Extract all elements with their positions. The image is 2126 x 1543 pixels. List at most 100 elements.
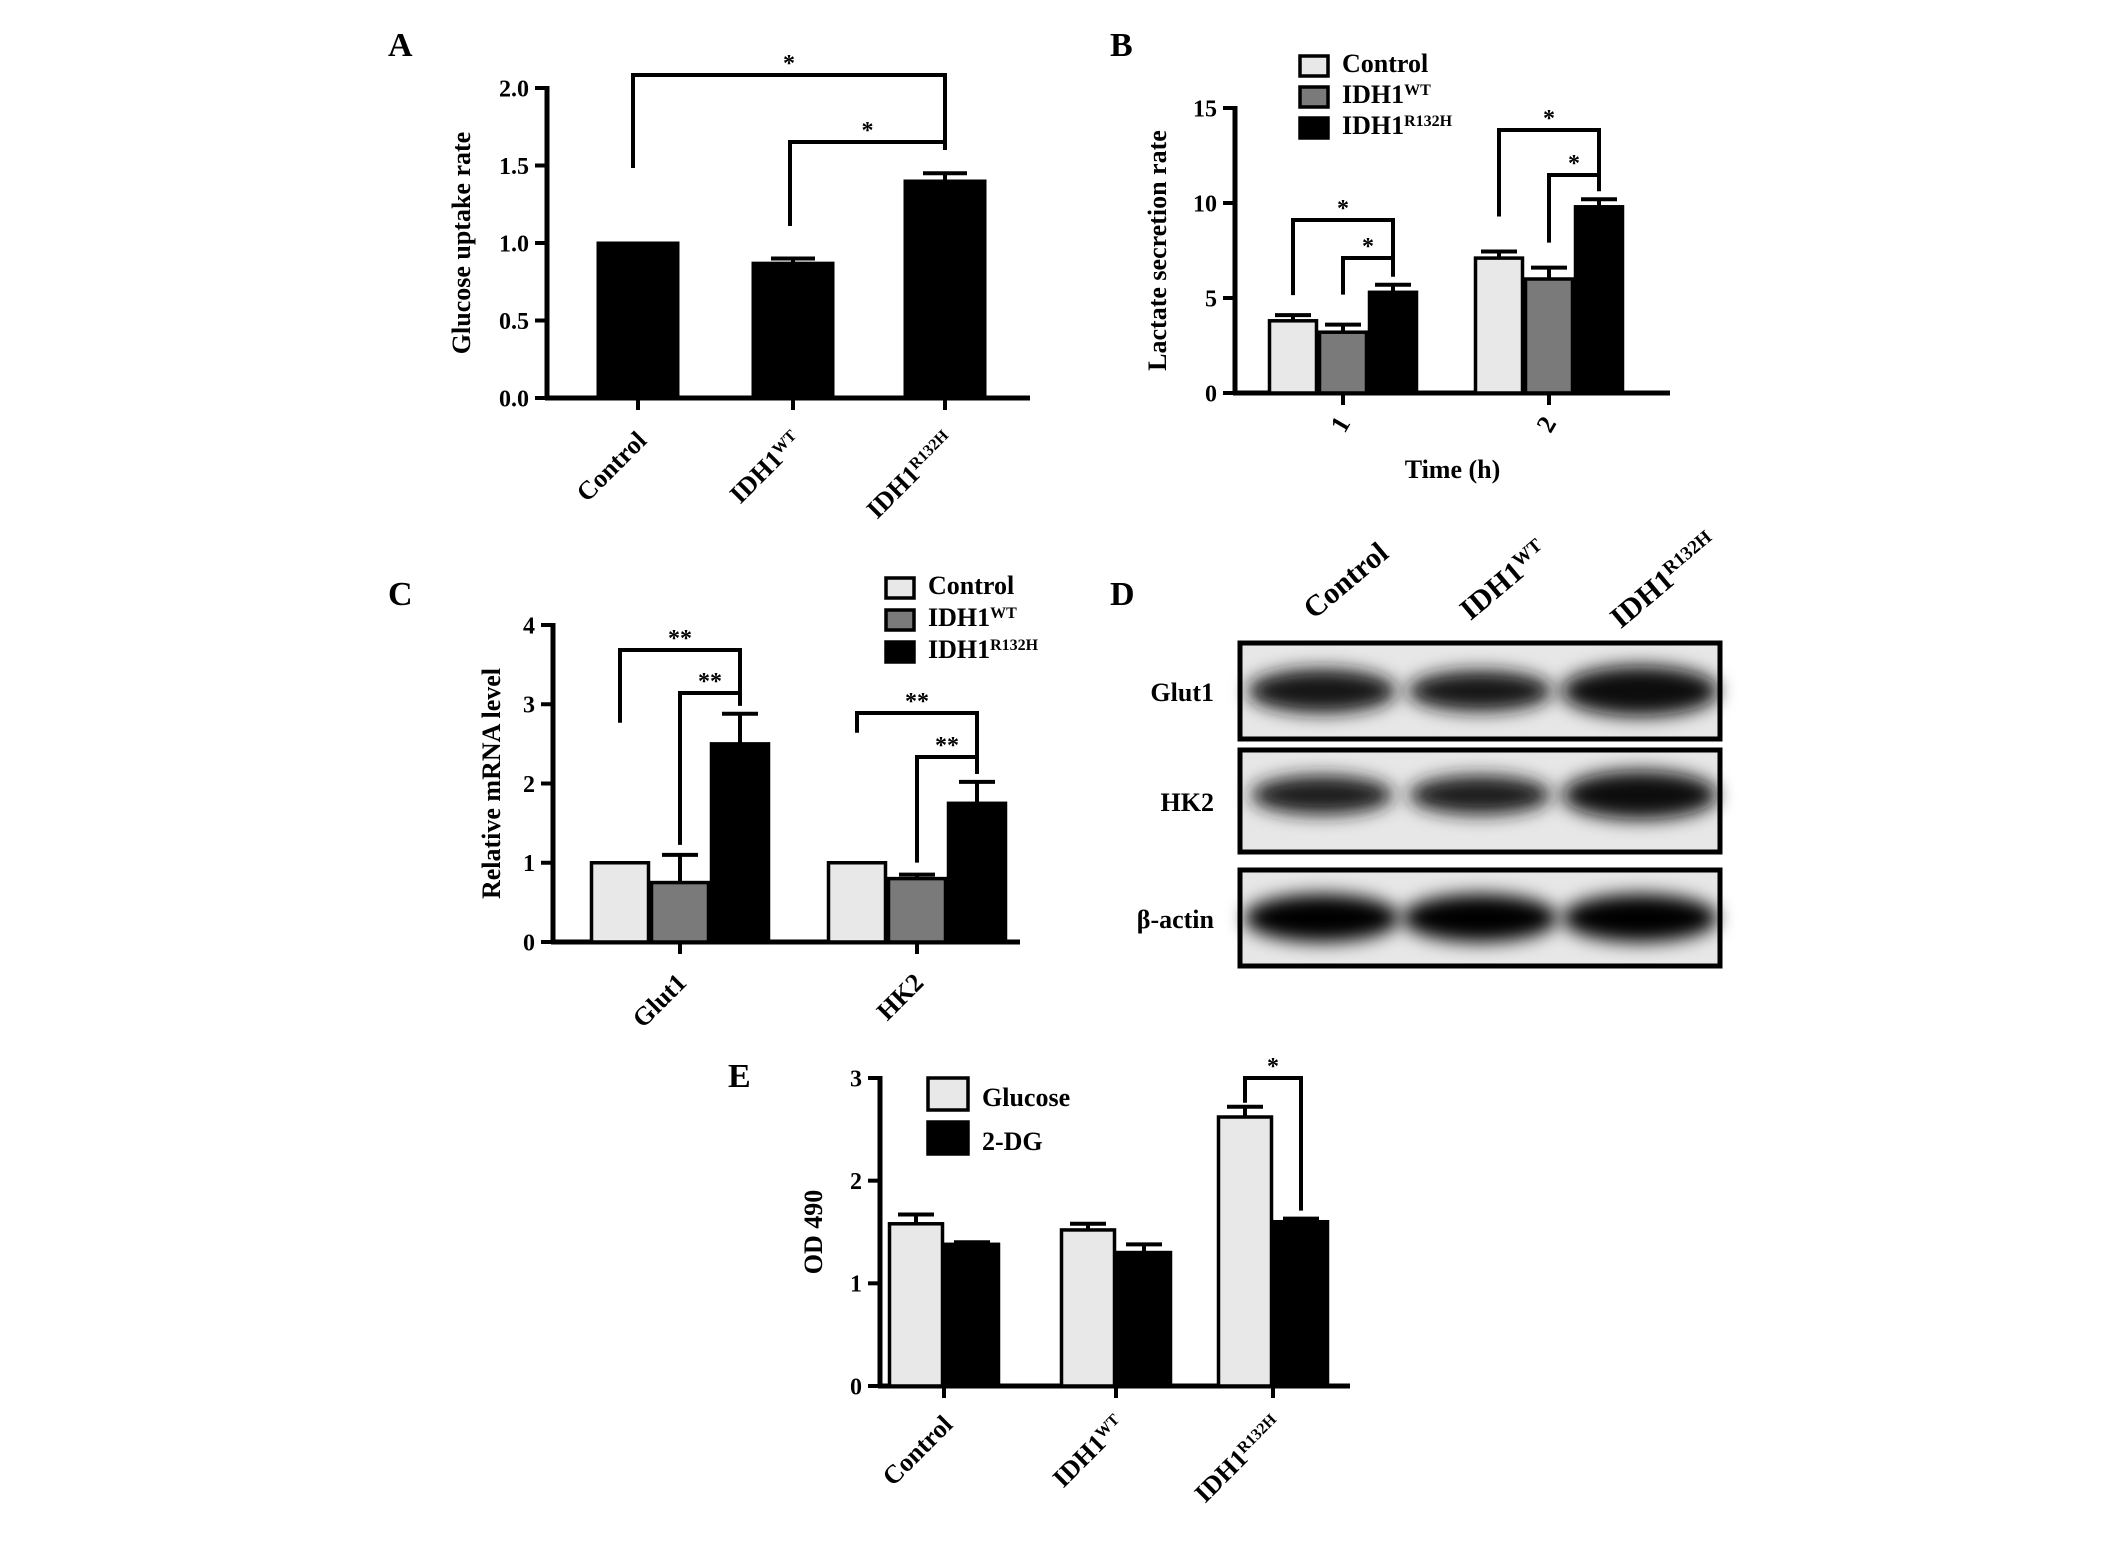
y-tick-label: 4 bbox=[523, 613, 535, 639]
legend-label: IDH1WT bbox=[1342, 80, 1431, 109]
legend-label: Control bbox=[928, 571, 1014, 600]
significance-bracket bbox=[631, 73, 947, 168]
significance-bracket bbox=[618, 648, 742, 723]
bar bbox=[1317, 330, 1369, 395]
blot-band bbox=[1247, 669, 1397, 713]
y-axis-title: Glucose uptake rate bbox=[447, 132, 476, 354]
significance-label: * bbox=[862, 118, 874, 144]
significance-bracket bbox=[855, 711, 979, 774]
legend-label: Glucose bbox=[982, 1083, 1070, 1112]
blot-row-label: β-actin bbox=[1137, 905, 1215, 934]
significance-bracket bbox=[1243, 1076, 1303, 1211]
legend-label-main: Glucose bbox=[982, 1083, 1070, 1112]
bar bbox=[709, 742, 771, 944]
x-axis-title: Time (h) bbox=[1405, 455, 1501, 484]
legend-label-sup: WT bbox=[1404, 82, 1431, 99]
bar bbox=[1267, 319, 1319, 395]
y-axis-title: Relative mRNA level bbox=[477, 668, 506, 899]
panel-letter-d: D bbox=[1110, 576, 1135, 613]
y-tick-label: 1.0 bbox=[499, 231, 529, 257]
significance-label: * bbox=[1267, 1054, 1279, 1080]
blot-band bbox=[1562, 894, 1718, 942]
y-tick-label: 2.0 bbox=[499, 76, 529, 102]
x-tick-label: IDH1WT bbox=[1047, 1410, 1131, 1494]
y-tick-label: 0.5 bbox=[499, 309, 529, 335]
y-tick-label: 2 bbox=[850, 1169, 862, 1195]
significance-bracket bbox=[915, 755, 979, 863]
bar bbox=[887, 1222, 945, 1388]
y-tick-label: 5 bbox=[1205, 286, 1217, 312]
significance-bracket bbox=[1291, 218, 1395, 296]
legend-swatch bbox=[884, 608, 916, 632]
x-tick-label-main: 1 bbox=[1325, 412, 1357, 438]
legend-swatch bbox=[1298, 116, 1330, 140]
bar bbox=[589, 861, 651, 944]
y-tick-label: 0 bbox=[850, 1374, 862, 1400]
legend-label-main: IDH1 bbox=[1342, 80, 1404, 109]
x-tick-label-main: HK2 bbox=[871, 968, 929, 1026]
x-tick-label-main: 2 bbox=[1531, 412, 1563, 438]
legend-label: IDH1R132H bbox=[1342, 111, 1453, 140]
x-tick-label: IDH1R132H bbox=[1189, 1409, 1288, 1508]
y-tick-label: 0.0 bbox=[499, 386, 529, 412]
legend-swatch bbox=[884, 576, 916, 600]
y-tick-label: 3 bbox=[850, 1066, 862, 1092]
legend-swatch bbox=[926, 1076, 970, 1112]
significance-label: ** bbox=[668, 626, 692, 652]
bar bbox=[1059, 1228, 1117, 1388]
x-tick-label: 2 bbox=[1531, 412, 1563, 438]
legend-label-sup: WT bbox=[990, 605, 1017, 622]
y-tick-label: 3 bbox=[523, 693, 535, 719]
legend-label: Control bbox=[1342, 49, 1428, 78]
y-tick-label: 1.5 bbox=[499, 154, 529, 180]
bar bbox=[826, 861, 888, 944]
x-tick-label: Control bbox=[571, 426, 652, 507]
bar bbox=[1367, 290, 1419, 395]
significance-label: ** bbox=[935, 733, 959, 759]
significance-bracket bbox=[1341, 256, 1395, 295]
blot-band bbox=[1244, 894, 1400, 942]
legend-swatch bbox=[1298, 85, 1330, 109]
significance-label: * bbox=[1568, 151, 1580, 177]
bar bbox=[1473, 256, 1525, 395]
blot-band bbox=[1402, 894, 1558, 942]
panel-letter-b: B bbox=[1110, 27, 1133, 64]
legend-label-sup: R132H bbox=[1404, 113, 1453, 130]
legend-swatch bbox=[884, 640, 916, 664]
significance-bracket bbox=[678, 691, 742, 845]
lane-label-main: Control bbox=[1297, 536, 1394, 625]
western-blot: Control IDH1WT IDH1R132H Glut1 HK2 β-actin bbox=[1137, 526, 1724, 969]
y-tick-label: 2 bbox=[523, 772, 535, 798]
x-tick-label: IDH1R132H bbox=[861, 425, 960, 524]
x-tick-label-main: Control bbox=[877, 1410, 958, 1491]
chart-a-glucose-uptake: 0.0 0.5 1.0 1.5 2.0 Glucose uptake rate Contro… bbox=[447, 51, 1030, 524]
y-axis-title: OD 490 bbox=[799, 1190, 828, 1275]
significance-bracket bbox=[1497, 128, 1601, 217]
significance-label: ** bbox=[905, 689, 929, 715]
chart-c-mrna-level: 0 1 2 3 4 Relative mRNA level Glut1 HK2 Control I… bbox=[477, 571, 1039, 1033]
x-tick-label: Glut1 bbox=[627, 968, 692, 1033]
blot-band bbox=[1561, 665, 1719, 717]
y-tick-label: 0 bbox=[1205, 381, 1217, 407]
legend-label: IDH1R132H bbox=[928, 635, 1039, 664]
lane-label: IDH1R132H bbox=[1604, 526, 1724, 635]
y-axis-title: Lactate secretion rate bbox=[1143, 130, 1172, 371]
x-tick-label: IDH1WT bbox=[724, 426, 808, 510]
bar bbox=[946, 801, 1008, 944]
legend-label-main: Control bbox=[928, 571, 1014, 600]
y-tick-label: 15 bbox=[1193, 96, 1217, 122]
significance-label: * bbox=[1543, 106, 1555, 132]
blot-row-label: Glut1 bbox=[1150, 678, 1214, 707]
legend-swatch bbox=[926, 1120, 970, 1156]
legend-label-main: IDH1 bbox=[1342, 111, 1404, 140]
blot-band bbox=[1407, 670, 1553, 712]
bar bbox=[751, 261, 835, 400]
legend-label-main: IDH1 bbox=[928, 635, 990, 664]
panel-letter-c: C bbox=[388, 576, 413, 613]
bar bbox=[649, 880, 711, 944]
significance-bracket bbox=[1547, 173, 1601, 243]
blot-band bbox=[1562, 770, 1718, 820]
blot-band bbox=[1408, 775, 1552, 815]
chart-e-od490: 0 1 2 3 OD 490 Control IDH1WT IDH1R132H Glucose 2… bbox=[799, 1054, 1350, 1508]
bar bbox=[1272, 1219, 1330, 1388]
